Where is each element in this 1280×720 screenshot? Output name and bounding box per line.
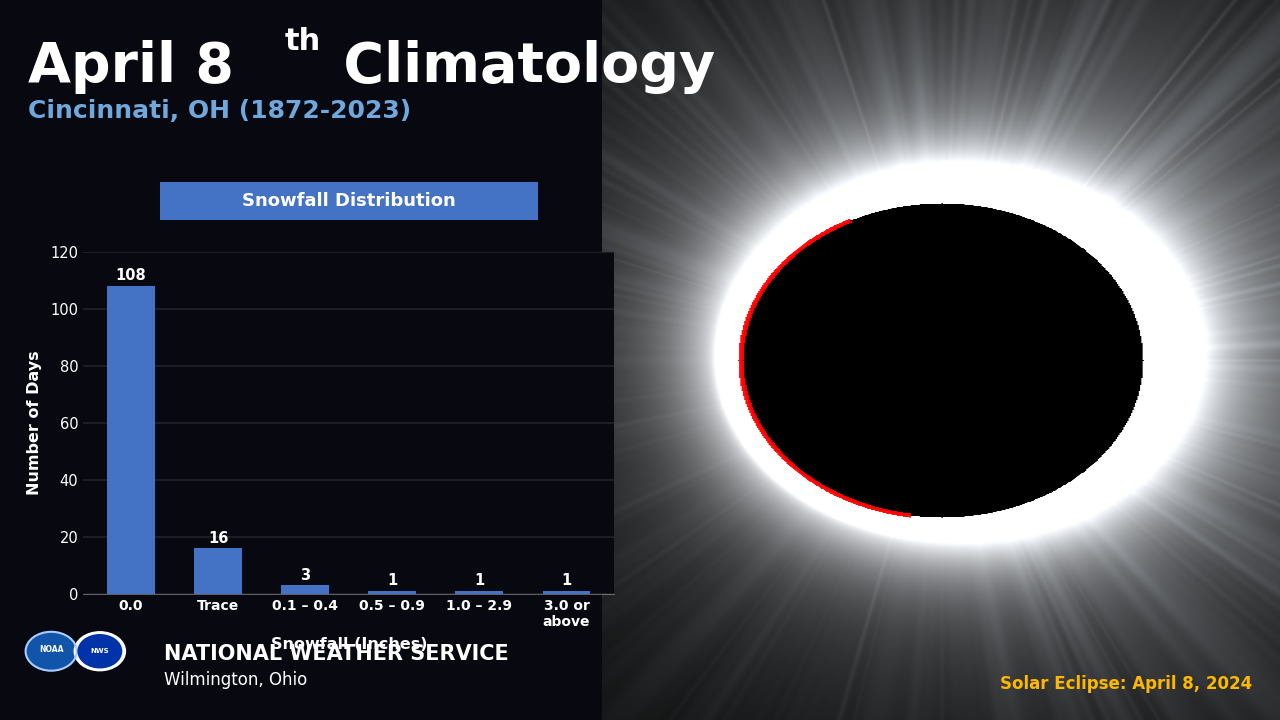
Text: Solar Eclipse: April 8, 2024: Solar Eclipse: April 8, 2024 xyxy=(1000,675,1252,693)
Text: NATIONAL WEATHER SERVICE: NATIONAL WEATHER SERVICE xyxy=(164,644,508,664)
Text: NWS: NWS xyxy=(91,648,109,654)
Text: 1: 1 xyxy=(475,573,485,588)
Y-axis label: Number of Days: Number of Days xyxy=(27,351,42,495)
Bar xyxy=(543,591,590,594)
Text: Cincinnati, OH (1872-2023): Cincinnati, OH (1872-2023) xyxy=(28,99,411,123)
Text: Climatology: Climatology xyxy=(324,40,716,94)
Circle shape xyxy=(78,635,122,667)
Bar xyxy=(369,591,416,594)
Text: th: th xyxy=(284,27,320,56)
Bar xyxy=(282,585,329,594)
Text: Snowfall Distribution: Snowfall Distribution xyxy=(242,192,456,210)
Text: April 8: April 8 xyxy=(28,40,234,94)
Bar xyxy=(108,287,155,594)
Text: 108: 108 xyxy=(115,269,146,284)
Circle shape xyxy=(74,632,125,671)
Bar xyxy=(195,549,242,594)
Circle shape xyxy=(26,632,77,671)
Text: NOAA: NOAA xyxy=(38,645,64,654)
Bar xyxy=(456,591,503,594)
Text: 1: 1 xyxy=(562,573,572,588)
Text: 16: 16 xyxy=(207,531,228,546)
X-axis label: Snowfall (Inches): Snowfall (Inches) xyxy=(270,637,428,652)
Text: 1: 1 xyxy=(388,573,398,588)
Text: 3: 3 xyxy=(301,567,310,582)
Text: Wilmington, Ohio: Wilmington, Ohio xyxy=(164,671,307,690)
